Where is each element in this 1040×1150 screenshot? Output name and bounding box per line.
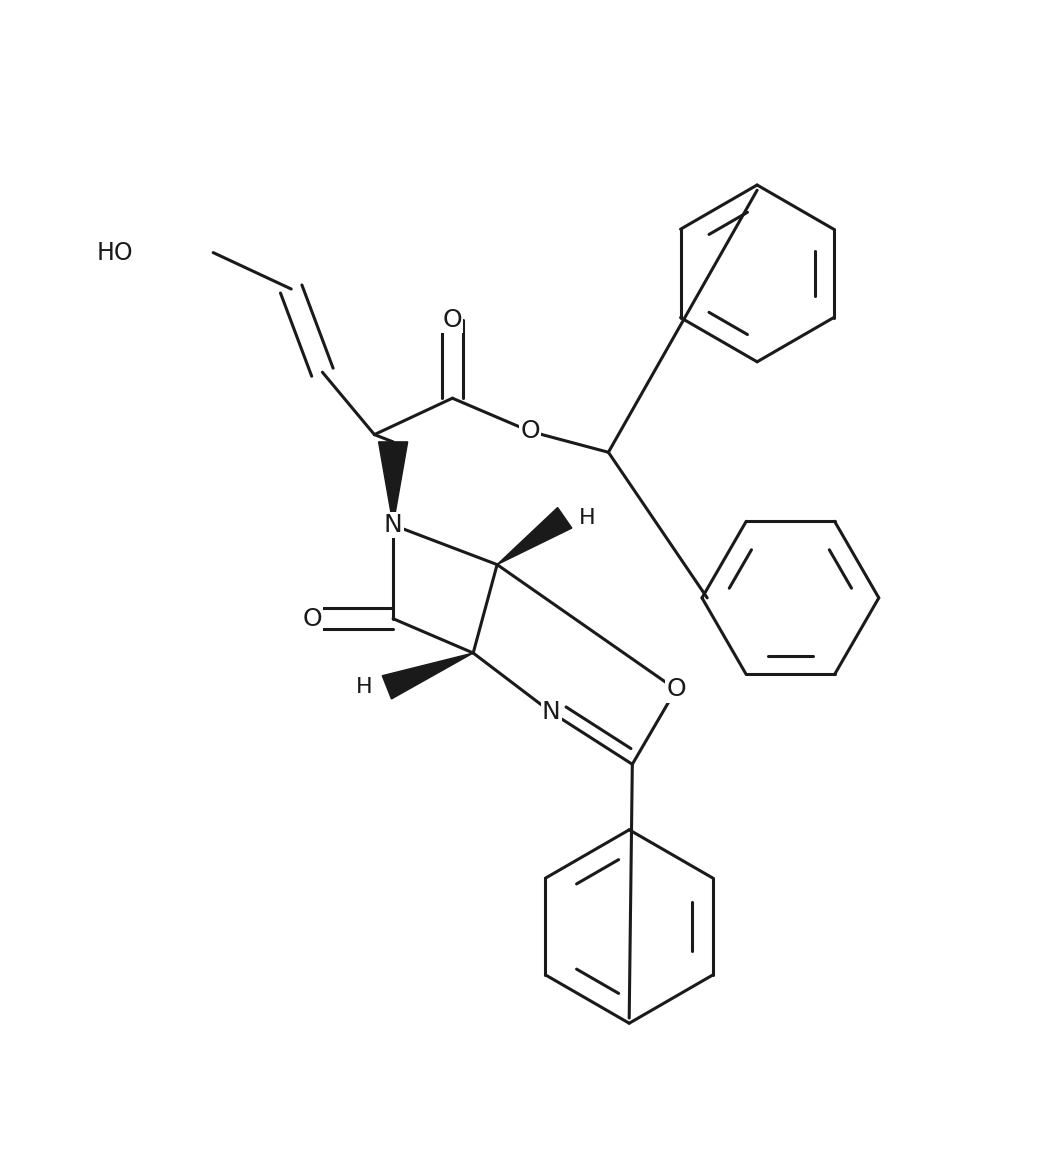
Text: N: N	[542, 700, 561, 724]
Text: H: H	[579, 508, 596, 528]
Text: O: O	[443, 308, 462, 332]
Text: O: O	[521, 420, 540, 444]
Text: O: O	[667, 677, 685, 701]
Polygon shape	[497, 507, 572, 565]
Text: N: N	[384, 513, 402, 537]
Text: O: O	[303, 607, 321, 630]
Polygon shape	[383, 653, 473, 699]
Text: HO: HO	[97, 240, 133, 264]
Polygon shape	[379, 442, 408, 526]
Text: H: H	[356, 677, 372, 697]
